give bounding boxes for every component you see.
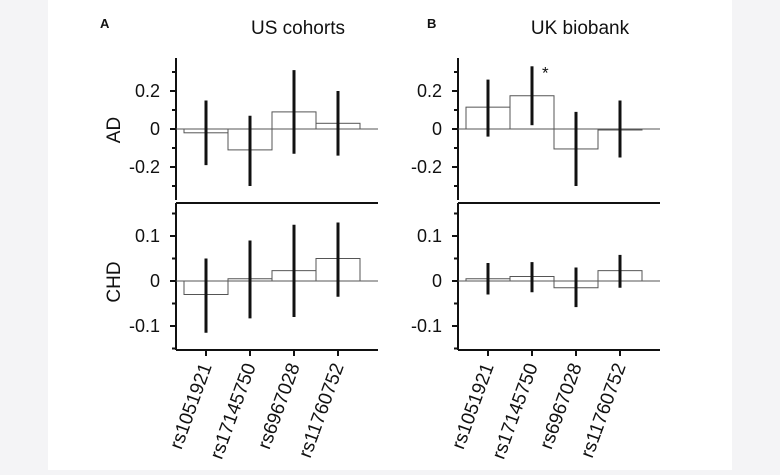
panel-a-chd-ytick-label: 0.1 <box>135 226 160 246</box>
panel-a-ad-ytick-label: 0 <box>150 119 160 139</box>
panel-b-ad-significance-rs17145750: * <box>542 63 549 82</box>
panel-a-xtick-label-rs6967028: rs6967028 <box>254 361 304 453</box>
panel-a-xtick-label-rs11760752: rs11760752 <box>295 361 349 461</box>
panel-a-xtick-label-rs17145750: rs17145750 <box>207 361 261 463</box>
panel-b-ad-ytick-label: 0.2 <box>417 81 442 101</box>
panel-a-xtick-label-rs1051921: rs1051921 <box>166 361 216 453</box>
panel-a-chd-ytick-label: 0 <box>150 271 160 291</box>
panel-a-chd-ytick-label: -0.1 <box>129 316 160 336</box>
panel-b-ad-ytick-label: 0 <box>432 119 442 139</box>
panel-a-ad-ytick-label: 0.2 <box>135 81 160 101</box>
panel-a-title: US cohorts <box>251 18 345 39</box>
panel-b-chd-ytick-label: 0 <box>432 271 442 291</box>
panel-a-chd-row-label: CHD <box>104 261 125 302</box>
panel-b-chd-ytick-label: 0.1 <box>417 226 442 246</box>
figure: A US cohorts AD CHD B UK biobank 0.2 0 -0.… <box>48 0 732 470</box>
panel-b-xtick-label-rs6967028: rs6967028 <box>536 361 586 453</box>
panel-a-ad-ytick-label: -0.2 <box>129 157 160 177</box>
panel-a-ad-row-label: AD <box>104 117 125 143</box>
panel-b-chd-ytick-label: -0.1 <box>411 316 442 336</box>
chart: A US cohorts AD CHD B UK biobank 0.2 0 -0.… <box>100 16 660 462</box>
panel-b-letter: B <box>427 16 436 31</box>
chart-marks: 0.20-0.20.10-0.1rs1051921rs17145750rs696… <box>129 58 660 462</box>
panel-b-title: UK biobank <box>531 18 630 39</box>
panel-b-xtick-label-rs11760752: rs11760752 <box>577 361 631 461</box>
panel-b-xtick-label-rs17145750: rs17145750 <box>489 361 543 463</box>
panel-b-xtick-label-rs1051921: rs1051921 <box>448 361 498 453</box>
panel-a-letter: A <box>100 16 110 31</box>
panel-b-ad-ytick-label: -0.2 <box>411 157 442 177</box>
